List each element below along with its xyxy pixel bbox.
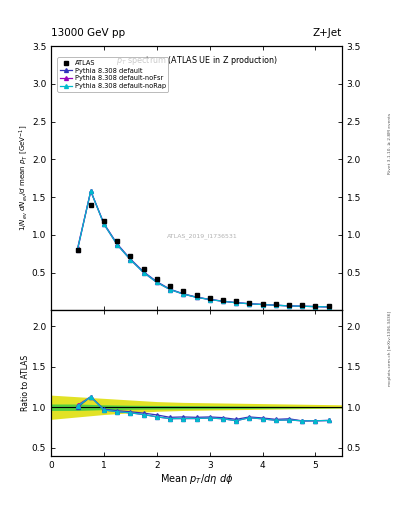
Pythia 8.308 default-noRap [194, 294, 199, 301]
Pythia 8.308 default-noFsr [234, 300, 239, 306]
Pythia 8.308 default-noFsr [247, 301, 252, 307]
Pythia 8.308 default [208, 296, 212, 303]
Text: mcplots.cern.ch [arXiv:1306.3436]: mcplots.cern.ch [arXiv:1306.3436] [388, 311, 392, 386]
Pythia 8.308 default-noFsr [313, 304, 318, 310]
Line: ATLAS: ATLAS [75, 202, 331, 309]
Pythia 8.308 default-noRap [274, 302, 278, 308]
Pythia 8.308 default [168, 286, 173, 292]
Text: Rivet 3.1.10, ≥ 2.8M events: Rivet 3.1.10, ≥ 2.8M events [388, 113, 392, 174]
Pythia 8.308 default [154, 279, 159, 285]
Pythia 8.308 default-noFsr [88, 188, 93, 194]
ATLAS [154, 275, 159, 282]
Pythia 8.308 default-noFsr [326, 304, 331, 310]
ATLAS [194, 292, 199, 298]
ATLAS [168, 283, 173, 289]
Pythia 8.308 default-noRap [220, 298, 225, 304]
Text: 13000 GeV pp: 13000 GeV pp [51, 28, 125, 38]
Pythia 8.308 default-noRap [75, 246, 80, 252]
Pythia 8.308 default [220, 298, 225, 304]
Pythia 8.308 default-noRap [208, 296, 212, 303]
Line: Pythia 8.308 default-noRap: Pythia 8.308 default-noRap [75, 189, 331, 309]
Pythia 8.308 default-noFsr [274, 302, 278, 308]
Legend: ATLAS, Pythia 8.308 default, Pythia 8.308 default-noFsr, Pythia 8.308 default-no: ATLAS, Pythia 8.308 default, Pythia 8.30… [57, 57, 169, 92]
Pythia 8.308 default-noFsr [300, 303, 305, 309]
X-axis label: Mean $p_T/d\eta\ d\phi$: Mean $p_T/d\eta\ d\phi$ [160, 472, 233, 486]
Pythia 8.308 default-noRap [234, 300, 239, 306]
Pythia 8.308 default-noFsr [181, 291, 185, 297]
ATLAS [75, 247, 80, 253]
Pythia 8.308 default [115, 241, 119, 247]
Pythia 8.308 default-noFsr [141, 269, 146, 275]
Pythia 8.308 default [194, 294, 199, 300]
Line: Pythia 8.308 default: Pythia 8.308 default [75, 189, 331, 309]
ATLAS [260, 301, 265, 307]
Pythia 8.308 default-noFsr [286, 303, 291, 309]
Pythia 8.308 default [247, 301, 252, 307]
Pythia 8.308 default [260, 302, 265, 308]
Y-axis label: Ratio to ATLAS: Ratio to ATLAS [22, 355, 31, 411]
Pythia 8.308 default-noRap [88, 188, 93, 194]
Pythia 8.308 default-noFsr [208, 296, 212, 303]
ATLAS [208, 295, 212, 301]
Text: Z+Jet: Z+Jet [313, 28, 342, 38]
Pythia 8.308 default [141, 269, 146, 275]
ATLAS [286, 302, 291, 308]
ATLAS [141, 266, 146, 272]
Y-axis label: $1/N_{ev}\ dN_{ev}/d\ \mathrm{mean}\ p_T\ [\mathrm{GeV}^{-1}]$: $1/N_{ev}\ dN_{ev}/d\ \mathrm{mean}\ p_T… [18, 125, 31, 231]
ATLAS [102, 218, 107, 224]
Pythia 8.308 default-noRap [154, 280, 159, 286]
Pythia 8.308 default-noRap [300, 303, 305, 309]
ATLAS [115, 238, 119, 244]
ATLAS [181, 288, 185, 294]
Pythia 8.308 default-noFsr [75, 245, 80, 251]
ATLAS [220, 296, 225, 303]
Pythia 8.308 default-noRap [260, 302, 265, 308]
ATLAS [274, 301, 278, 307]
Pythia 8.308 default-noFsr [154, 280, 159, 286]
Pythia 8.308 default-noRap [128, 257, 133, 263]
Pythia 8.308 default-noFsr [102, 221, 107, 227]
Pythia 8.308 default [234, 300, 239, 306]
Pythia 8.308 default-noFsr [260, 302, 265, 308]
Pythia 8.308 default [313, 304, 318, 310]
Pythia 8.308 default-noRap [313, 304, 318, 310]
Pythia 8.308 default-noFsr [115, 242, 119, 248]
Text: ATLAS_2019_I1736531: ATLAS_2019_I1736531 [167, 233, 238, 239]
Pythia 8.308 default-noFsr [168, 287, 173, 293]
Pythia 8.308 default [102, 221, 107, 227]
Pythia 8.308 default-noRap [141, 269, 146, 275]
ATLAS [247, 300, 252, 306]
Pythia 8.308 default-noRap [181, 291, 185, 297]
Pythia 8.308 default-noRap [247, 301, 252, 307]
Pythia 8.308 default-noRap [115, 242, 119, 248]
Pythia 8.308 default-noRap [286, 303, 291, 309]
Pythia 8.308 default-noFsr [128, 257, 133, 263]
Pythia 8.308 default [88, 188, 93, 194]
ATLAS [313, 303, 318, 309]
ATLAS [88, 202, 93, 208]
Pythia 8.308 default-noRap [168, 287, 173, 293]
Pythia 8.308 default [274, 302, 278, 308]
Pythia 8.308 default [326, 304, 331, 310]
Pythia 8.308 default-noFsr [220, 298, 225, 304]
Text: $p_T$ spectrum (ATLAS UE in Z production): $p_T$ spectrum (ATLAS UE in Z production… [116, 54, 277, 67]
Pythia 8.308 default [300, 303, 305, 309]
ATLAS [326, 303, 331, 309]
ATLAS [300, 303, 305, 309]
Pythia 8.308 default-noRap [102, 221, 107, 227]
Pythia 8.308 default [75, 247, 80, 253]
Pythia 8.308 default [286, 303, 291, 309]
Pythia 8.308 default [181, 291, 185, 297]
ATLAS [128, 253, 133, 259]
Pythia 8.308 default-noRap [326, 304, 331, 310]
ATLAS [234, 298, 239, 304]
Pythia 8.308 default-noFsr [194, 294, 199, 301]
Pythia 8.308 default [128, 256, 133, 262]
Line: Pythia 8.308 default-noFsr: Pythia 8.308 default-noFsr [75, 189, 331, 309]
